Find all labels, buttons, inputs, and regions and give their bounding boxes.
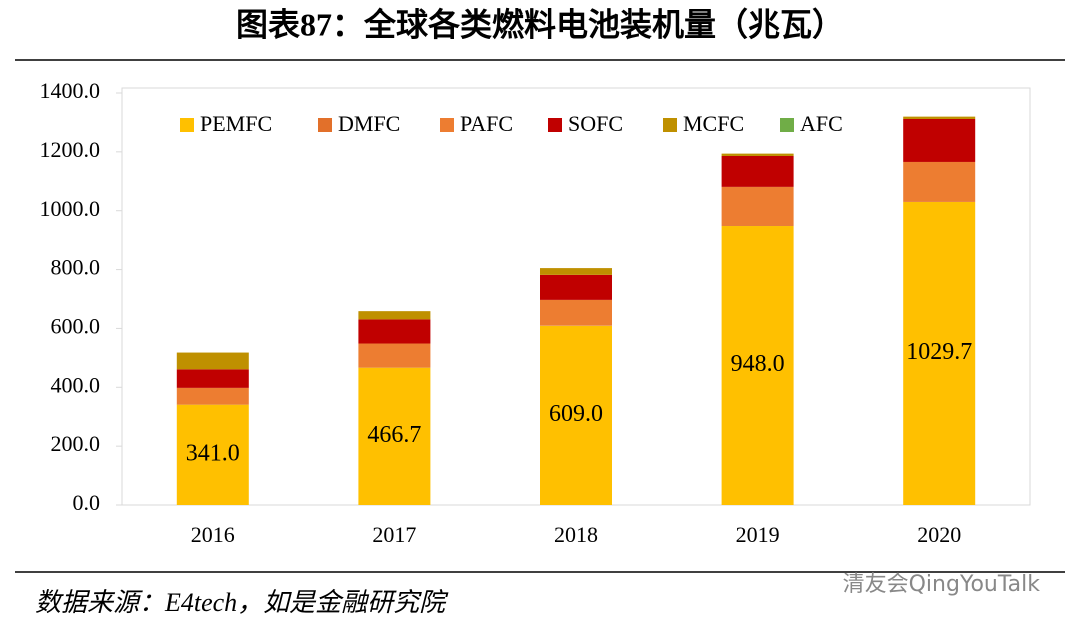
bar-segment	[540, 325, 612, 505]
y-tick-label: 1000.0	[40, 196, 101, 221]
y-tick-label: 400.0	[51, 372, 101, 397]
bar-segment	[540, 325, 612, 326]
bar-segment	[721, 225, 794, 227]
bar-segment	[540, 299, 612, 326]
bar-segment	[721, 226, 794, 505]
x-tick-label: 2020	[917, 522, 961, 547]
bar-segment	[176, 404, 249, 405]
bar-segment	[358, 343, 431, 368]
y-tick-label: 200.0	[51, 431, 101, 456]
x-tick-label: 2019	[736, 522, 780, 547]
data-label: 1029.7	[906, 339, 972, 365]
data-label: 609.0	[549, 401, 603, 427]
chart-title: 图表87：全球各类燃料电池装机量（兆瓦）	[236, 6, 844, 42]
legend-label: SOFC	[568, 111, 623, 136]
legend-label: DMFC	[338, 111, 400, 136]
legend-swatch	[548, 118, 562, 132]
legend-label: MCFC	[683, 111, 744, 136]
bar-segment	[176, 387, 249, 405]
legend-swatch	[180, 118, 194, 132]
bar-segment	[176, 404, 249, 505]
y-tick-label: 800.0	[51, 255, 101, 280]
y-tick-label: 0.0	[73, 490, 101, 515]
legend-label: PAFC	[460, 111, 513, 136]
bar-segment	[721, 186, 794, 226]
bar-segment	[903, 201, 976, 202]
y-tick-label: 600.0	[51, 313, 101, 338]
bar-segment	[358, 367, 431, 368]
legend-label: AFC	[800, 111, 843, 136]
legend-swatch	[663, 118, 677, 132]
bar-segment	[903, 118, 976, 162]
bar-segment	[721, 153, 794, 156]
watermark: 清友会QingYouTalk	[843, 572, 1041, 597]
legend-swatch	[440, 118, 454, 132]
x-tick-label: 2016	[191, 522, 235, 547]
bar-segment	[358, 311, 431, 320]
bar-segment	[540, 274, 612, 300]
y-tick-label: 1400.0	[40, 78, 101, 103]
y-tick-label: 1200.0	[40, 137, 101, 162]
data-label: 341.0	[186, 440, 240, 466]
bar-segment	[176, 369, 249, 388]
legend-swatch	[780, 118, 794, 132]
legend-label: PEMFC	[200, 111, 272, 136]
bar-segment	[721, 155, 794, 187]
bar-segment	[358, 367, 431, 505]
bar-segment	[358, 319, 431, 344]
source: 数据来源：E4tech，如是金融研究院	[35, 588, 449, 617]
x-tick-label: 2018	[554, 522, 598, 547]
data-label: 948.0	[731, 351, 785, 377]
bar-segment	[540, 268, 612, 275]
bar-segment	[903, 201, 976, 505]
bar-segment	[176, 352, 249, 370]
x-tick-label: 2017	[372, 522, 416, 547]
bar-segment	[903, 116, 976, 119]
data-label: 466.7	[367, 422, 421, 448]
legend-swatch	[318, 118, 332, 132]
bar-segment	[903, 161, 976, 202]
